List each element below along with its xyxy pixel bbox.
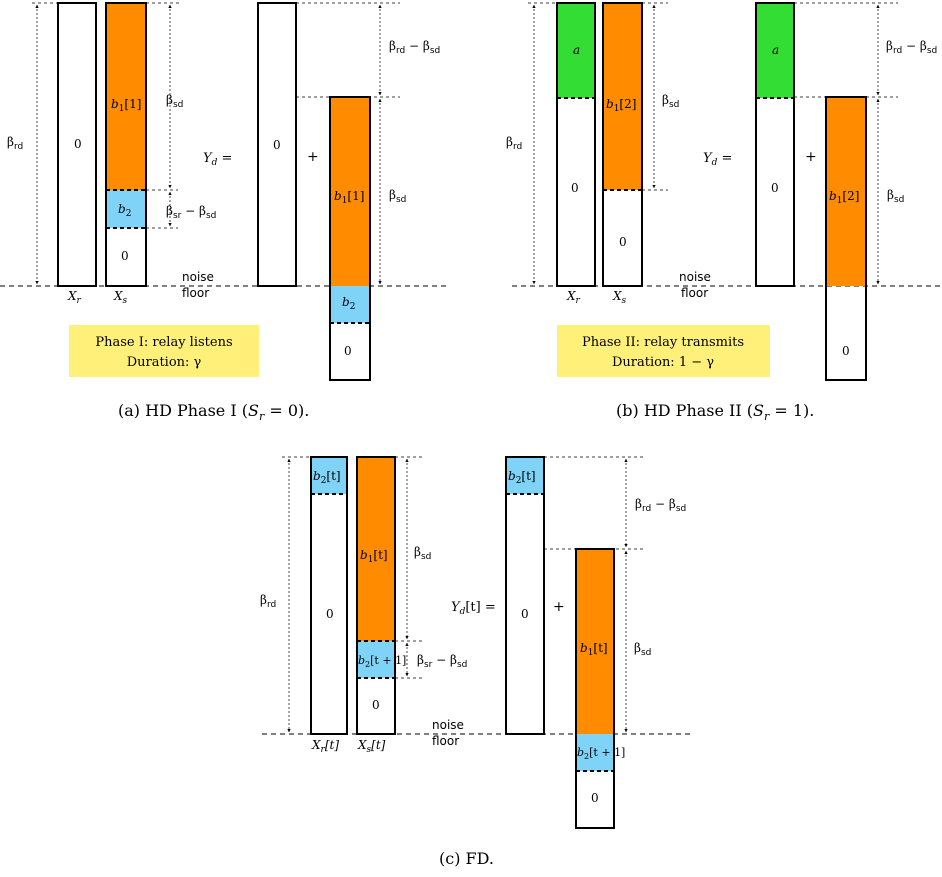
b2t-label-c: b2[t] [313, 469, 341, 486]
b2t-block-c [311, 457, 347, 494]
yd-first-bar-b [755, 2, 795, 287]
beta-sd-label-a: βsd [166, 93, 183, 110]
yd-white-zero-a: 0 [273, 138, 281, 152]
yd-zero-b: 0 [842, 344, 850, 358]
xs-label-b: Xs [612, 289, 627, 306]
yd-b1-label-b: b1[2] [829, 189, 859, 206]
xr-bar-b [556, 2, 596, 287]
xr-zero-c: 0 [326, 607, 334, 621]
xs-bar-b [602, 2, 643, 287]
beta-rd-label-b: βrd [506, 135, 522, 152]
xr-bar-a [57, 2, 97, 287]
beta-srsd-label-a: βsr − βsd [166, 204, 216, 221]
yd-b2-label-a: b2 [342, 295, 355, 312]
caption-a: (a) HD Phase I (Sr = 0). [118, 401, 309, 423]
b2-label-a: b2 [118, 202, 131, 219]
phase-box-line1-a: Phase I: relay listens [95, 335, 232, 350]
yd-b1t-label-c: b1[t] [580, 641, 608, 658]
beta-sd-label-b: βsd [662, 93, 679, 110]
b1t-block-c [357, 457, 395, 641]
panel-c: βrd b2[t] 0 Xr[t] b1[t] b2[t + 1] 0 Xs[t… [260, 456, 690, 868]
beta-rdsd-label-c: βrd − βsd [635, 497, 686, 514]
yd-shift-bar-b [825, 96, 867, 381]
caption-b: (b) HD Phase II (Sr = 1). [616, 401, 814, 423]
phase-box-line2-a: Duration: γ [127, 355, 202, 370]
yd-zero-c: 0 [591, 791, 599, 805]
yd-b1-block-b [826, 97, 866, 286]
xr-label-a: Xr [67, 289, 82, 306]
b1t-label-c: b1[t] [360, 548, 388, 565]
plus-c: + [553, 599, 565, 615]
floor-label-a: floor [182, 286, 209, 300]
yd-first-bar-c [505, 456, 545, 735]
b1-label-a: b1[1] [111, 97, 141, 114]
yd-label-a: Yd = [203, 151, 232, 168]
xs-label-c: Xs[t] [357, 738, 386, 755]
xs-bar-a [105, 2, 147, 287]
yd-b2t-block-c [506, 457, 544, 494]
b2t1-label-c: b2[t + 1] [358, 654, 406, 669]
floor-label-c: floor [432, 734, 459, 748]
floor-label-b: floor [681, 286, 708, 300]
yd-white-bar-a [257, 2, 297, 287]
yd-first-zero-c: 0 [521, 607, 529, 621]
beta-rd-label-c: βrd [260, 593, 276, 610]
xs-label-a: Xs [113, 289, 128, 306]
yd-b2t1-block-c [576, 734, 614, 771]
yd-a-block-b [756, 3, 794, 98]
yd-label-c: Yd[t] = [451, 600, 496, 617]
yd-label-b: Yd = [703, 151, 732, 168]
xr-zero-a: 0 [74, 137, 82, 151]
beta-rdsd-label-a: βrd − βsd [389, 39, 440, 56]
a-block-b [557, 3, 595, 98]
phase-box-a [69, 325, 259, 377]
plus-b: + [805, 149, 817, 165]
yd-b2t1-label-c: b2[t + 1] [577, 746, 625, 761]
b1-block-b [603, 3, 642, 190]
xs-bar-c [356, 456, 396, 735]
xr-label-b: Xr [566, 289, 581, 306]
b2-block-a [106, 190, 146, 228]
a-label-b: a [573, 43, 580, 57]
yd-b2t-label-c: b2[t] [508, 469, 536, 486]
noise-label-c: noise [432, 718, 464, 732]
beta-sd-label-c2: βsd [634, 641, 651, 658]
yd-b1-block-a [330, 97, 370, 286]
phase-box-b [557, 325, 770, 377]
beta-sd-label-c: βsd [414, 545, 431, 562]
xr-label-c: Xr[t] [311, 738, 339, 755]
b1-label-b: b1[2] [606, 97, 636, 114]
yd-b1-label-a: b1[1] [334, 189, 364, 206]
beta-srsd-label-c: βsr − βsd [417, 653, 467, 670]
panel-b: βrd a 0 Xr b1[2] 0 Xs βsd Yd = a 0 + b1[… [506, 2, 942, 423]
beta-sd-label-b2: βsd [887, 188, 904, 205]
xs-zero-a: 0 [121, 249, 129, 263]
caption-c: (c) FD. [439, 849, 494, 868]
panel-a: βrd 0 Xr b1[1] b2 0 Xs βsd βsr − βsd Yd … [0, 2, 448, 423]
xs-zero-b: 0 [619, 235, 627, 249]
phase-box-line2-b: Duration: 1 − γ [612, 355, 714, 370]
beta-sd-label-a2: βsd [389, 188, 406, 205]
beta-rd-label-a: βrd [7, 135, 23, 152]
plus-a: + [307, 149, 319, 165]
xr-zero-b: 0 [571, 181, 579, 195]
noise-label-a: noise [182, 270, 214, 284]
yd-b1t-block-c [576, 549, 614, 734]
yd-b2-block-a [330, 286, 370, 323]
noise-label-b: noise [679, 270, 711, 284]
xs-zero-c: 0 [372, 698, 380, 712]
yd-zero-a: 0 [344, 344, 352, 358]
xr-bar-c [310, 456, 348, 735]
b2t1-block-c [357, 641, 395, 678]
yd-first-zero-b: 0 [771, 181, 779, 195]
phase-box-line1-b: Phase II: relay transmits [582, 335, 744, 350]
yd-a-label-b: a [772, 43, 779, 57]
beta-rdsd-label-b: βrd − βsd [886, 39, 937, 56]
b1-block-a [106, 3, 146, 190]
